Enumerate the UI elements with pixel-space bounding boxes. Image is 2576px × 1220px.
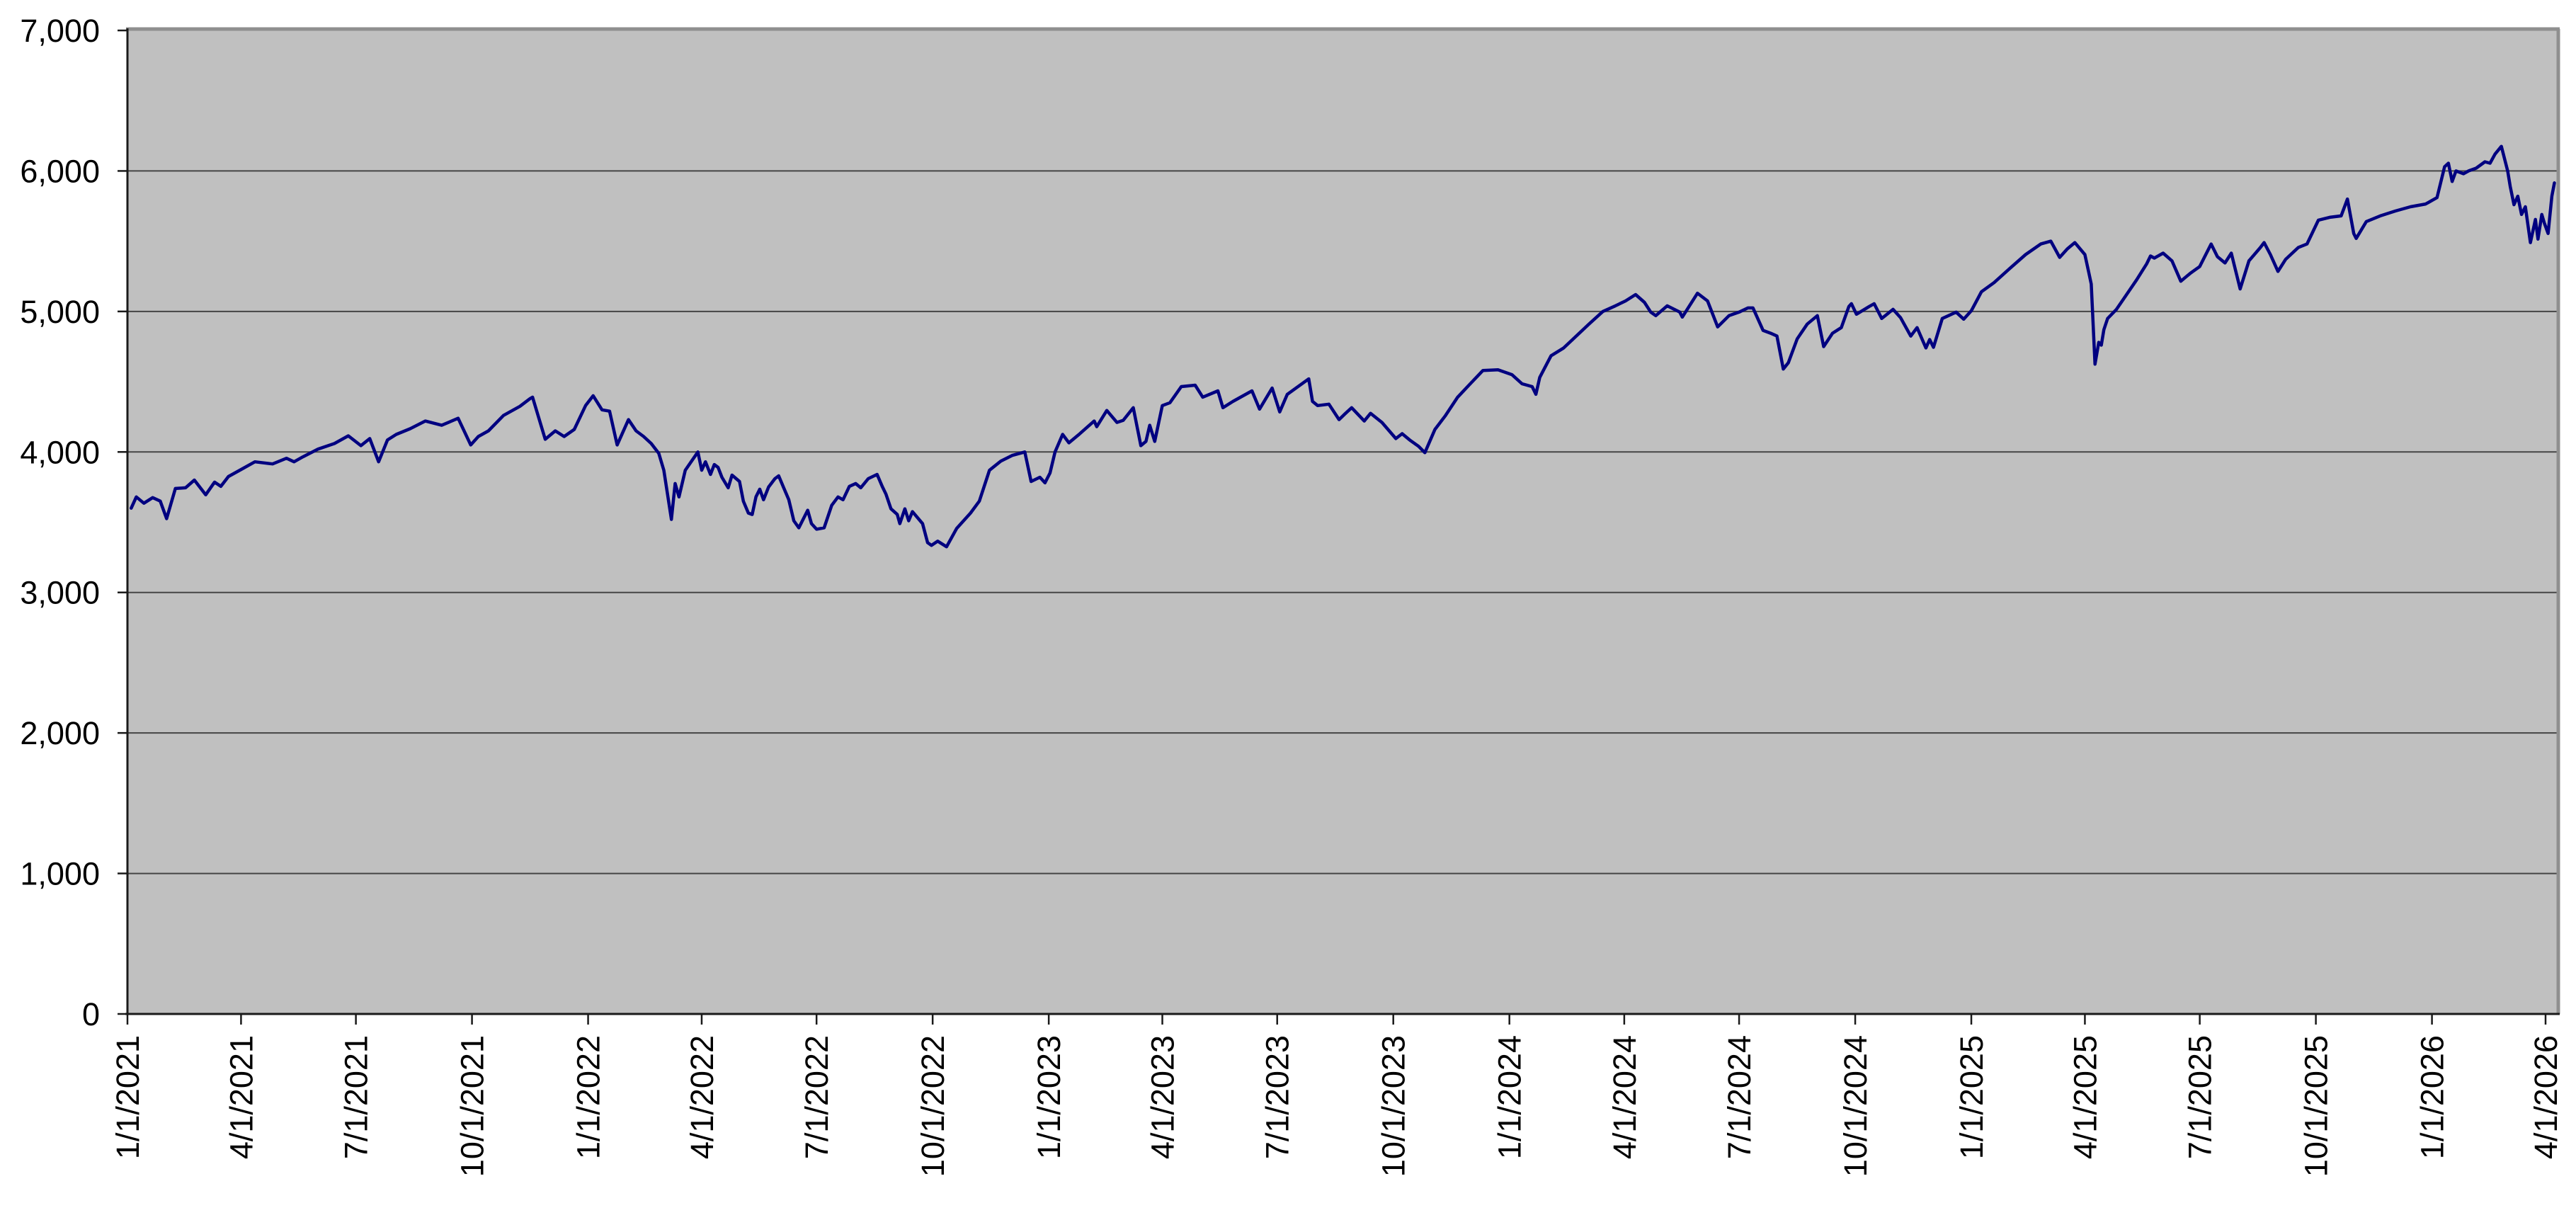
x-axis-label: 1/1/2026 [2415,1035,2451,1159]
x-axis-label: 4/1/2024 [1607,1035,1643,1159]
x-axis-labels: 1/1/2021 4/1/2021 7/1/2021 10/1/2021 1/1/202… [110,1035,2564,1177]
data-series [130,144,2556,549]
plot-area-background [127,30,2557,1014]
x-axis-label: 1/1/2021 [110,1035,146,1159]
x-axis-label: 7/1/2024 [1721,1035,1757,1159]
y-axis-labels: 0 1,000 2,000 3,000 4,000 5,000 6,000 7,000 [20,13,100,1032]
y-axis-label: 6,000 [20,153,100,189]
x-axis-label: 1/1/2024 [1492,1035,1528,1159]
x-axis-label: 10/1/2024 [1837,1035,1874,1177]
price-line [130,144,2556,549]
x-axis-label: 7/1/2023 [1260,1035,1296,1159]
y-axis-label: 3,000 [20,575,100,611]
x-axis-label: 10/1/2023 [1376,1035,1412,1177]
x-axis-label: 4/1/2026 [2528,1035,2564,1159]
x-axis-label: 1/1/2025 [1954,1035,1990,1159]
axes [125,28,2560,1015]
y-axis-label: 4,000 [20,434,100,470]
y-axis-label: 5,000 [20,294,100,330]
plot-borders [126,27,2560,1014]
x-axis-label: 4/1/2022 [684,1035,720,1159]
gridlines [127,170,2557,874]
x-axis-label: 7/1/2025 [2182,1035,2218,1159]
y-axis-label: 0 [82,996,100,1032]
plot-area [127,30,2557,1014]
y-axis-label: 2,000 [20,715,100,751]
x-axis-label: 10/1/2022 [915,1035,951,1177]
x-axis-label: 7/1/2021 [338,1035,375,1159]
x-axis-label: 1/1/2022 [571,1035,607,1159]
x-axis-label: 10/1/2021 [455,1035,491,1177]
x-axis-label: 7/1/2022 [799,1035,835,1159]
x-axis-label: 4/1/2023 [1145,1035,1181,1159]
y-axis-ticks [118,29,127,1015]
x-axis-label: 10/1/2025 [2298,1035,2335,1177]
x-axis-label: 4/1/2021 [223,1035,259,1159]
y-axis-label: 7,000 [20,13,100,49]
x-axis-label: 4/1/2025 [2067,1035,2103,1159]
x-axis-label: 1/1/2023 [1031,1035,1067,1159]
x-axis-ticks [126,1014,2547,1025]
y-axis-label: 1,000 [20,856,100,892]
